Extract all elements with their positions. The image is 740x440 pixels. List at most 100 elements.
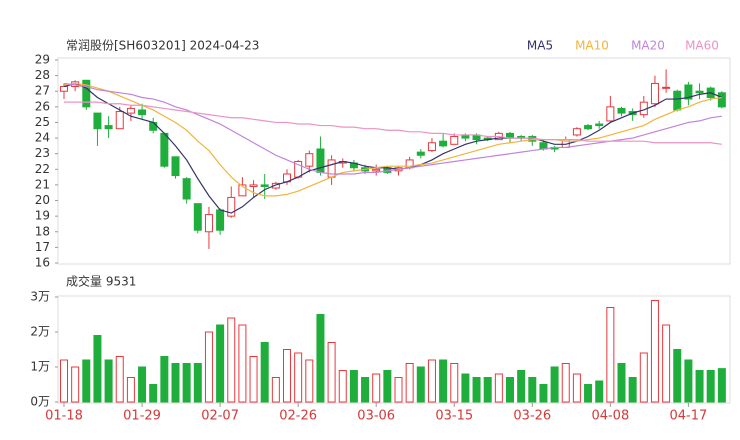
- volume-bar: [115, 356, 124, 403]
- y-tick-label: 3万: [30, 290, 50, 304]
- candle-body: [695, 90, 704, 94]
- volume-bar: [472, 377, 481, 403]
- y-tick-label: 19: [35, 209, 50, 223]
- volume-bar: [182, 363, 191, 403]
- candle-body: [126, 107, 135, 114]
- candle-body: [216, 209, 225, 231]
- volume-bar: [104, 359, 113, 403]
- volume-bar: [662, 324, 671, 403]
- candle-body: [673, 90, 682, 111]
- candle-body: [60, 86, 68, 92]
- volume-title: 成交量 9531: [66, 274, 136, 289]
- legend-entry: MA10: [575, 39, 609, 53]
- volume-bar: [294, 352, 303, 403]
- volume-bar: [405, 363, 414, 403]
- volume-bar: [483, 377, 492, 403]
- ma-line: [63, 82, 722, 197]
- candle-body: [416, 151, 425, 156]
- candle-body: [584, 125, 593, 130]
- legend-entry: MA60: [685, 39, 719, 53]
- candle-body: [595, 123, 604, 127]
- x-tick-label: 01-29: [123, 409, 161, 424]
- candle-body: [115, 111, 124, 130]
- ma-line: [64, 101, 722, 145]
- ma-line: [63, 82, 723, 214]
- candle-body: [572, 128, 581, 136]
- candle-body: [372, 168, 381, 172]
- y-tick-label: 2万: [30, 325, 50, 339]
- volume-bar: [238, 324, 247, 403]
- volume-frame: [57, 295, 731, 404]
- volume-bar: [126, 377, 135, 403]
- candle-body: [182, 178, 191, 200]
- y-tick-label: 25: [35, 115, 50, 129]
- y-tick-label: 1万: [30, 360, 50, 374]
- candle-body: [149, 121, 158, 131]
- volume-bar: [216, 324, 225, 403]
- volume-bar: [349, 370, 358, 403]
- volume-bar: [383, 370, 392, 403]
- candle-body: [249, 184, 258, 187]
- volume-bar: [416, 366, 425, 403]
- y-tick-label: 17: [35, 240, 50, 254]
- volume-bar: [394, 377, 403, 403]
- candle-body: [439, 140, 448, 147]
- candle-body: [260, 184, 269, 187]
- volume-bar: [439, 359, 448, 403]
- candle-body: [238, 184, 247, 197]
- x-tick-label: 02-26: [279, 409, 317, 424]
- volume-bar: [193, 363, 202, 403]
- volume-bar: [361, 377, 370, 403]
- candle-body: [650, 82, 659, 105]
- volume-bar: [171, 363, 180, 403]
- legend-entry: MA5: [527, 39, 553, 53]
- y-tick-label: 18: [35, 224, 50, 238]
- y-tick-label: 23: [35, 146, 50, 160]
- y-tick-label: 24: [35, 131, 50, 145]
- candle-body: [93, 112, 102, 130]
- candle-body: [104, 125, 113, 130]
- candle-body: [662, 86, 671, 89]
- candle-body: [271, 182, 280, 189]
- volume-bar: [706, 370, 715, 403]
- volume-bar: [494, 373, 503, 403]
- candle-body: [305, 153, 314, 167]
- volume-bar: [684, 359, 693, 403]
- x-tick-label: 02-07: [201, 409, 239, 424]
- candle-body: [427, 142, 436, 152]
- volume-bar: [338, 370, 347, 403]
- candle-body: [606, 106, 615, 122]
- volume-bar: [550, 366, 559, 403]
- volume-bar: [528, 377, 537, 403]
- candle-body: [204, 214, 213, 233]
- y-tick-label: 22: [35, 162, 50, 176]
- volume-bar: [327, 342, 336, 403]
- volume-bar: [650, 300, 659, 403]
- volume-bar: [316, 314, 325, 403]
- candle-body: [82, 79, 91, 108]
- volume-bar: [628, 377, 637, 403]
- candle-body: [717, 92, 726, 108]
- volume-bar: [149, 384, 158, 403]
- candle-body: [160, 132, 169, 167]
- y-tick-label: 26: [35, 99, 50, 113]
- candle-body: [684, 84, 693, 100]
- volume-bar: [305, 359, 314, 403]
- volume-bar: [227, 317, 236, 403]
- y-tick-label: 21: [35, 177, 50, 191]
- volume-bar: [561, 363, 570, 403]
- y-tick-label: 29: [35, 53, 50, 67]
- volume-bar: [572, 373, 581, 403]
- candle-body: [227, 196, 236, 217]
- y-tick-label: 28: [35, 68, 50, 82]
- volume-bar: [717, 368, 726, 403]
- volume-bar: [617, 363, 626, 403]
- candle-body: [617, 107, 626, 114]
- volume-bar: [506, 377, 514, 403]
- y-tick-label: 0万: [30, 395, 50, 409]
- volume-bar: [539, 384, 548, 403]
- x-tick-label: 03-06: [357, 409, 395, 424]
- volume-bar: [639, 352, 648, 403]
- x-tick-label: 01-18: [45, 409, 83, 424]
